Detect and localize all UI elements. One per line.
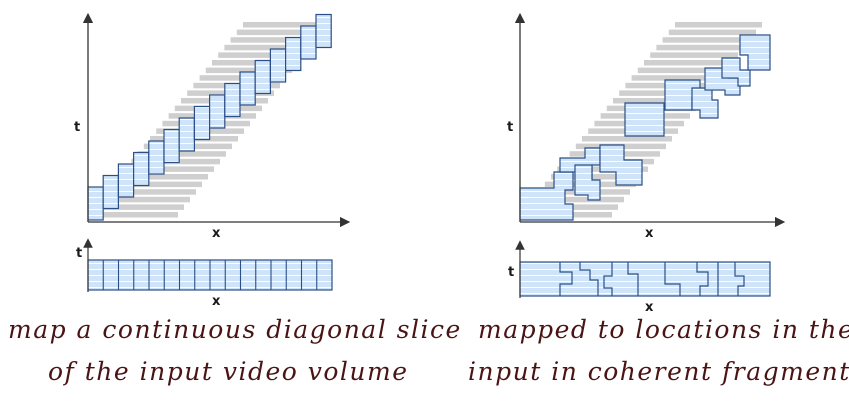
slice-column <box>102 174 119 210</box>
left-strip-t-label: t <box>76 246 82 261</box>
slice-column <box>285 36 302 72</box>
gray-band <box>100 196 190 203</box>
right-caption-line2: input in coherent fragments <box>468 357 849 386</box>
gray-band <box>650 52 738 58</box>
gray-band <box>119 174 208 180</box>
seam <box>734 262 745 296</box>
seam <box>603 262 613 296</box>
seam <box>579 262 599 296</box>
gray-band <box>637 67 726 74</box>
seam <box>664 262 681 296</box>
right-strip-t-label: t <box>508 265 514 280</box>
right-caption-line1: mapped to locations in the <box>478 315 849 344</box>
slice-column <box>315 13 332 49</box>
fragment <box>691 87 719 119</box>
gray-band <box>582 136 672 142</box>
gray-band <box>205 67 292 74</box>
left-strip-x-label: x <box>212 294 221 309</box>
seam <box>696 262 709 296</box>
gray-band <box>532 196 624 203</box>
left-blue-slice <box>87 13 332 221</box>
right-strip-seams <box>559 262 745 296</box>
right-blue-fragments <box>519 34 771 221</box>
slice-column <box>193 105 211 141</box>
gray-band <box>656 44 744 51</box>
gray-band <box>644 60 732 66</box>
fragment <box>574 164 601 201</box>
seam <box>559 262 573 296</box>
slice-column <box>254 59 271 95</box>
left-strip: t x <box>76 238 333 309</box>
slice-column <box>209 94 226 129</box>
fragment <box>599 144 643 186</box>
slice-column <box>117 163 135 198</box>
right-t-label: t <box>507 120 513 135</box>
right-strip-x-label: x <box>645 300 654 315</box>
gray-band <box>613 98 702 104</box>
fragment <box>739 34 771 71</box>
gray-band <box>631 75 720 81</box>
fragment <box>624 102 665 137</box>
gray-band <box>675 22 762 28</box>
gray-band <box>88 212 178 218</box>
left-caption-line1: map a continuous diagonal slice <box>8 315 462 344</box>
left-strip-dividers <box>102 260 318 290</box>
slice-column <box>239 71 256 106</box>
gray-band <box>137 151 226 157</box>
gray-band <box>106 189 196 195</box>
slice-column <box>300 25 317 60</box>
gray-band <box>236 29 322 36</box>
fragment <box>519 171 574 221</box>
gray-band <box>668 29 756 36</box>
right-strip: t x <box>508 240 771 315</box>
gray-band <box>218 52 304 58</box>
slice-column <box>269 48 287 83</box>
fragment <box>721 57 751 87</box>
left-t-label: t <box>74 120 80 135</box>
left-main-plot: t x <box>74 12 351 241</box>
seam <box>627 262 639 296</box>
gray-band <box>224 44 310 51</box>
gray-band <box>551 174 642 180</box>
left-x-label: x <box>212 226 221 241</box>
gray-band <box>112 181 202 188</box>
gray-band <box>662 37 750 43</box>
slice-column <box>148 140 165 175</box>
slice-column <box>133 151 150 187</box>
right-strip-box <box>519 261 771 297</box>
right-main-plot: t x <box>507 12 786 241</box>
slice-column <box>224 82 241 118</box>
gray-band <box>125 166 214 172</box>
gray-band <box>230 37 316 43</box>
left-caption-line2: of the input video volume <box>48 357 409 386</box>
right-x-label: x <box>645 226 654 241</box>
gray-band <box>94 204 184 210</box>
slice-column <box>163 128 180 164</box>
gray-band <box>619 90 708 96</box>
slice-column <box>87 186 104 221</box>
slice-column <box>178 117 195 152</box>
gray-band <box>243 22 328 28</box>
